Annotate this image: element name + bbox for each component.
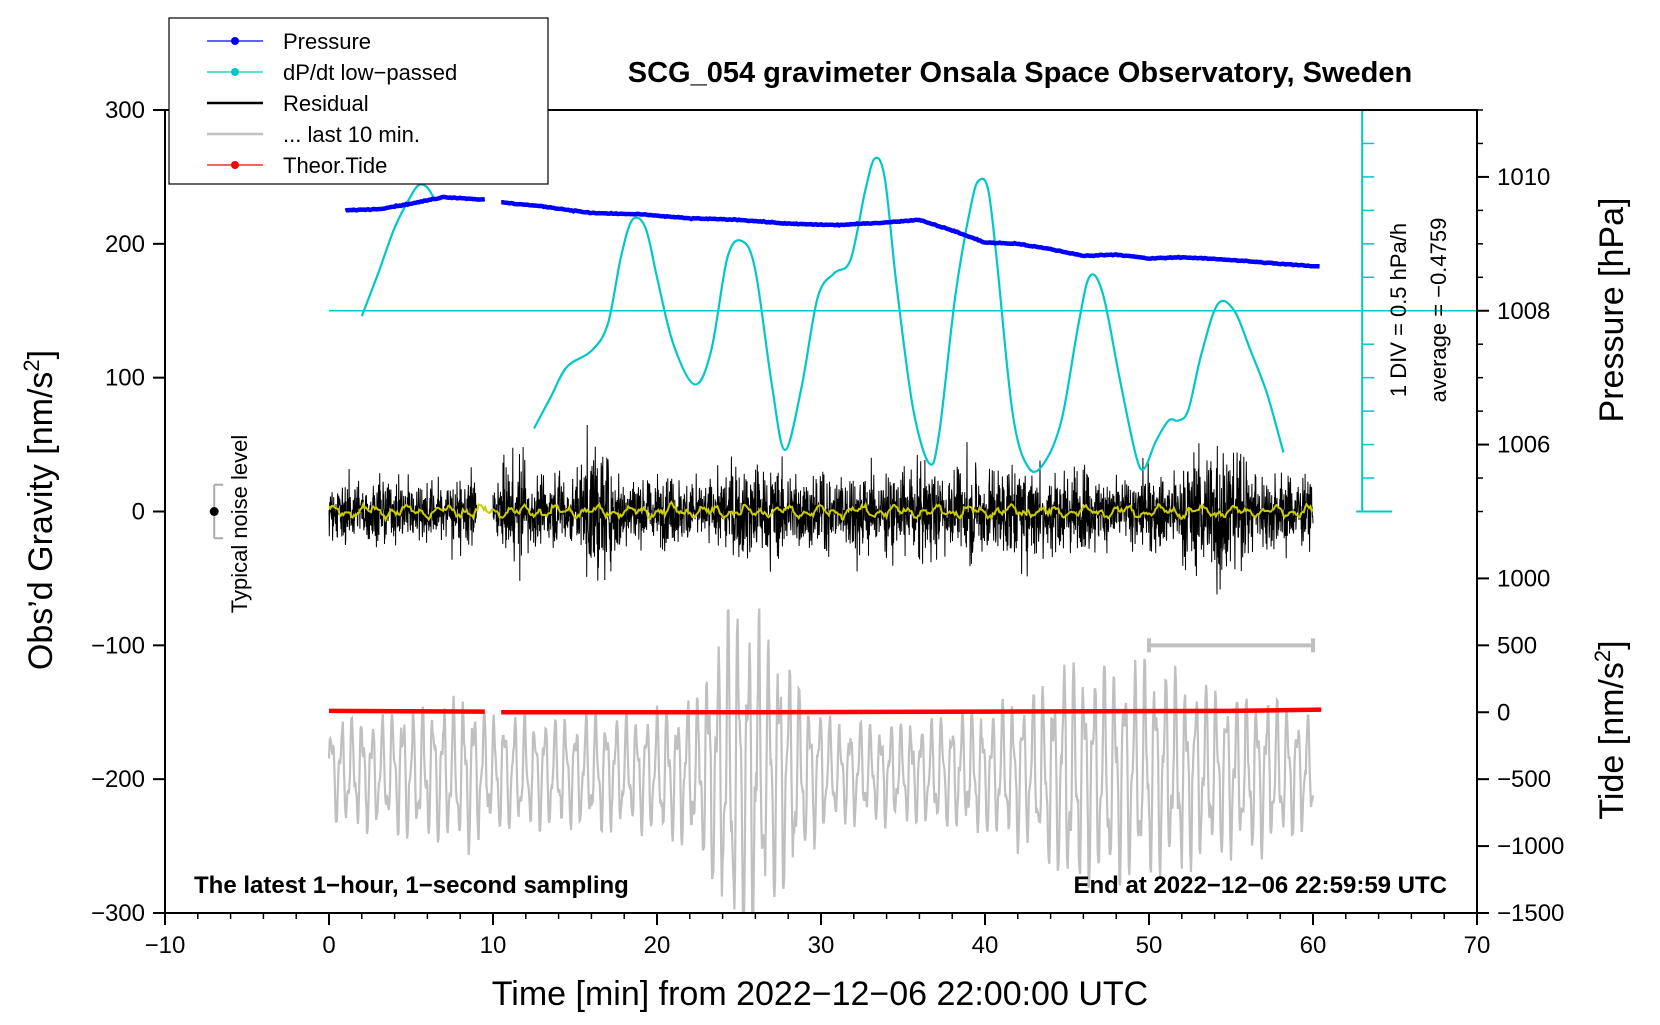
- y-axis-pressure: 1010 1008 1006: [1477, 109, 1550, 513]
- x-tick-label: 30: [808, 932, 835, 959]
- noise-level-label: Typical noise level: [227, 435, 252, 614]
- residual-smoothed-line: [328, 500, 1314, 523]
- tide-tick-label: −1500: [1497, 900, 1564, 927]
- pressure-segment-1: [501, 200, 1320, 269]
- theor-tide-series: [328, 707, 1322, 715]
- tide-tick-label: −1000: [1497, 833, 1564, 860]
- x-tick-label: 50: [1136, 932, 1163, 959]
- legend: Pressure dP/dt low−passed Residual ... last…: [168, 17, 549, 185]
- noise-level-marker: [209, 483, 224, 540]
- tide-tick-label: 500: [1497, 632, 1537, 659]
- y-tick-label: 200: [105, 231, 145, 258]
- residual-segment-0: [328, 467, 477, 560]
- last-10-min-line: [327, 608, 1315, 913]
- dpdt-segment-0: [360, 183, 437, 317]
- x-axis-title: Time [min] from 2022−12−06 22:00:00 UTC: [492, 975, 1148, 1013]
- dpdt-average-label: average = −0.4759: [1426, 218, 1451, 403]
- dpdt-scale-axis: [329, 110, 1477, 513]
- legend-label: ... last 10 min.: [283, 122, 420, 147]
- noise-center-dot: [209, 507, 219, 516]
- pressure-series: [344, 194, 1320, 269]
- x-tick-label: 60: [1300, 932, 1327, 959]
- legend-swatch-dot: [231, 161, 239, 169]
- x-tick-label: 0: [322, 932, 335, 959]
- dpdt-scale-label: 1 DIV = 0.5 hPa/h: [1386, 223, 1411, 397]
- tide-segment-0: [328, 708, 485, 714]
- tide-segment-1: [501, 707, 1322, 715]
- y-tick-label: −100: [91, 632, 145, 659]
- y-tick-label: 0: [132, 499, 145, 526]
- legend-label: Pressure: [283, 29, 371, 54]
- legend-label: Theor.Tide: [283, 153, 387, 178]
- x-tick-label: 40: [972, 932, 999, 959]
- pressure-tick-label: 1008: [1497, 298, 1550, 325]
- y-axis-tide-title: Tide [nm/s2]: [1590, 640, 1631, 819]
- y-axis-pressure-title: Pressure [hPa]: [1593, 198, 1631, 423]
- pressure-tick-label: 1010: [1497, 164, 1550, 191]
- annotation-bottom-left: The latest 1−hour, 1−second sampling: [194, 872, 629, 899]
- x-axis: −10 0 10 20 30 40 50 60 70: [145, 913, 1491, 959]
- annotation-bottom-right: End at 2022−12−06 22:59:59 UTC: [1073, 872, 1447, 899]
- dpdt-series: [360, 156, 1285, 473]
- y-axis-left-title: Obs’d Gravity [nm/s2]: [19, 350, 60, 670]
- dpdt-segment-1: [533, 156, 1285, 473]
- legend-swatch-dot: [231, 37, 239, 45]
- x-tick-label: 10: [480, 932, 507, 959]
- y-tick-label: 100: [105, 365, 145, 392]
- x-tick-label: 70: [1464, 932, 1491, 959]
- x-tick-label: −10: [145, 932, 186, 959]
- x-tick-label: 20: [644, 932, 671, 959]
- y-tick-label: −200: [91, 766, 145, 793]
- last-10-min-series: [327, 608, 1315, 913]
- chart-title: SCG_054 gravimeter Onsala Space Observat…: [628, 57, 1412, 89]
- y-axis-tide: 1000 500 0 −500 −1000 −1500: [1477, 565, 1564, 927]
- y-axis-left: 300 200 100 0 −100 −200 −300: [91, 97, 165, 927]
- legend-label: Residual: [283, 91, 369, 116]
- y-tick-label: −300: [91, 900, 145, 927]
- residual-segment-1: [492, 424, 1314, 595]
- last-10-min-bar: [1147, 638, 1315, 653]
- residual-series: [328, 424, 1314, 595]
- legend-box: [168, 17, 549, 185]
- residual-smoothed-series: [328, 500, 1314, 523]
- tide-tick-label: 0: [1497, 699, 1510, 726]
- legend-label: dP/dt low−passed: [283, 60, 457, 85]
- pressure-segment-0: [344, 194, 486, 213]
- y-tick-label: 300: [105, 97, 145, 124]
- tide-tick-label: 1000: [1497, 565, 1550, 592]
- tide-tick-label: −500: [1497, 766, 1551, 793]
- legend-swatch-dot: [231, 68, 239, 76]
- pressure-tick-label: 1006: [1497, 432, 1550, 459]
